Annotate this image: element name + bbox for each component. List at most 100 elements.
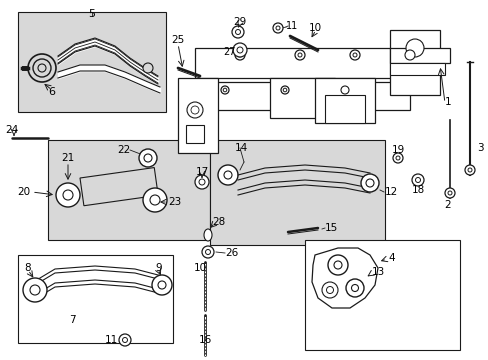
Text: 14: 14 <box>234 143 247 153</box>
Circle shape <box>294 50 305 60</box>
Text: 9: 9 <box>155 263 162 273</box>
Text: 15: 15 <box>325 223 338 233</box>
Bar <box>18 255 173 343</box>
Circle shape <box>23 278 47 302</box>
Circle shape <box>281 86 288 94</box>
Circle shape <box>232 43 246 57</box>
Bar <box>195 48 419 78</box>
Circle shape <box>395 156 399 160</box>
Circle shape <box>326 287 333 293</box>
Bar <box>48 140 209 240</box>
Text: 24: 24 <box>5 125 19 135</box>
Circle shape <box>327 255 347 275</box>
Circle shape <box>63 190 73 200</box>
Text: 1: 1 <box>444 97 451 107</box>
Circle shape <box>191 106 199 114</box>
Bar <box>325 95 364 123</box>
Circle shape <box>447 191 451 195</box>
Circle shape <box>333 261 341 269</box>
Circle shape <box>360 174 378 192</box>
Circle shape <box>444 188 454 198</box>
Circle shape <box>349 50 359 60</box>
Circle shape <box>30 285 40 295</box>
Circle shape <box>33 59 51 77</box>
Text: 5: 5 <box>88 9 95 19</box>
Bar <box>269 78 334 118</box>
Text: 8: 8 <box>24 263 31 273</box>
Circle shape <box>119 334 131 346</box>
Text: 6: 6 <box>48 87 55 97</box>
Bar <box>305 240 459 350</box>
Text: 18: 18 <box>410 185 424 195</box>
Circle shape <box>28 54 56 82</box>
Bar <box>389 63 444 75</box>
Circle shape <box>139 149 157 167</box>
Circle shape <box>351 284 358 292</box>
Circle shape <box>321 282 337 298</box>
Circle shape <box>218 165 238 185</box>
Text: 16: 16 <box>198 335 211 345</box>
Text: 10: 10 <box>308 23 321 33</box>
Circle shape <box>415 177 420 183</box>
Text: 12: 12 <box>384 187 397 197</box>
Circle shape <box>224 171 231 179</box>
Circle shape <box>223 88 226 92</box>
Text: 7: 7 <box>68 315 75 325</box>
Circle shape <box>142 188 167 212</box>
Text: 11: 11 <box>285 21 298 31</box>
Circle shape <box>404 50 414 60</box>
Bar <box>185 125 203 143</box>
Circle shape <box>122 338 127 342</box>
Circle shape <box>464 165 474 175</box>
Ellipse shape <box>203 229 212 241</box>
Text: 28: 28 <box>212 217 225 227</box>
Bar <box>18 12 165 112</box>
Circle shape <box>195 175 208 189</box>
Text: 27: 27 <box>223 47 236 57</box>
Circle shape <box>237 47 243 53</box>
Circle shape <box>297 53 302 57</box>
Bar <box>178 78 218 153</box>
Bar <box>314 78 374 123</box>
Text: 3: 3 <box>476 143 483 153</box>
Circle shape <box>238 53 242 57</box>
Circle shape <box>352 53 356 57</box>
Circle shape <box>405 39 423 57</box>
Text: 19: 19 <box>390 145 404 155</box>
Circle shape <box>186 102 203 118</box>
Circle shape <box>150 195 160 205</box>
Text: 4: 4 <box>387 253 394 263</box>
Text: 22: 22 <box>117 145 130 155</box>
Text: 29: 29 <box>233 17 246 27</box>
Circle shape <box>199 179 204 185</box>
Circle shape <box>142 63 153 73</box>
Text: 13: 13 <box>371 267 385 277</box>
Circle shape <box>38 64 46 72</box>
Text: 2: 2 <box>444 200 450 210</box>
Circle shape <box>283 88 286 92</box>
Text: 20: 20 <box>17 187 30 197</box>
Circle shape <box>221 86 228 94</box>
Bar <box>204 82 409 110</box>
Circle shape <box>235 50 244 60</box>
Circle shape <box>202 246 214 258</box>
Bar <box>209 140 384 245</box>
Circle shape <box>158 281 165 289</box>
Text: 23: 23 <box>168 197 181 207</box>
Text: 17: 17 <box>195 167 208 177</box>
Circle shape <box>467 168 471 172</box>
Text: 21: 21 <box>61 153 75 163</box>
Circle shape <box>143 154 152 162</box>
Circle shape <box>152 275 172 295</box>
Polygon shape <box>311 248 377 308</box>
Text: 10: 10 <box>193 263 206 273</box>
Circle shape <box>346 279 363 297</box>
Circle shape <box>365 179 373 187</box>
Circle shape <box>235 30 240 35</box>
Circle shape <box>392 153 402 163</box>
Circle shape <box>272 23 283 33</box>
Text: 25: 25 <box>171 35 184 45</box>
Text: 26: 26 <box>224 248 238 258</box>
Bar <box>389 48 449 63</box>
Circle shape <box>56 183 80 207</box>
